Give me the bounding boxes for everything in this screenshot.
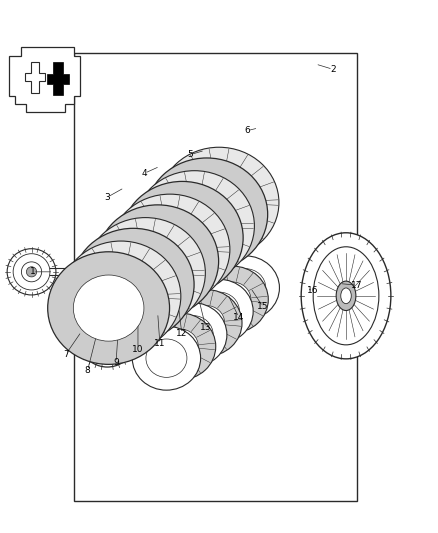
Ellipse shape [100, 310, 115, 330]
Text: 5: 5 [187, 150, 194, 159]
Ellipse shape [82, 260, 159, 333]
Ellipse shape [198, 292, 240, 330]
Ellipse shape [7, 249, 56, 295]
Text: 10: 10 [132, 345, 144, 353]
Text: 14: 14 [233, 313, 244, 321]
Text: 15: 15 [257, 302, 268, 311]
Ellipse shape [13, 254, 50, 290]
Ellipse shape [121, 181, 243, 294]
Ellipse shape [81, 284, 134, 356]
Text: 9: 9 [113, 358, 119, 367]
Ellipse shape [180, 166, 258, 239]
Text: 4: 4 [142, 169, 147, 177]
Ellipse shape [336, 281, 356, 311]
Ellipse shape [170, 289, 242, 357]
Ellipse shape [85, 217, 205, 328]
Ellipse shape [225, 269, 266, 307]
Ellipse shape [98, 252, 169, 318]
Ellipse shape [73, 275, 144, 341]
Ellipse shape [313, 247, 379, 345]
Text: 17: 17 [351, 281, 363, 289]
Ellipse shape [156, 190, 233, 262]
Ellipse shape [301, 233, 391, 359]
Ellipse shape [72, 326, 85, 337]
Text: 6: 6 [244, 126, 251, 135]
Ellipse shape [71, 272, 144, 367]
Text: 2: 2 [330, 65, 336, 74]
Ellipse shape [26, 266, 37, 277]
Ellipse shape [159, 147, 279, 258]
Text: 13: 13 [200, 324, 212, 332]
Polygon shape [47, 62, 69, 95]
Ellipse shape [68, 322, 90, 341]
Ellipse shape [341, 288, 351, 304]
Ellipse shape [107, 237, 184, 309]
Ellipse shape [172, 316, 213, 354]
Ellipse shape [211, 256, 279, 320]
Ellipse shape [21, 262, 42, 282]
Ellipse shape [187, 305, 225, 341]
Text: 7: 7 [63, 350, 69, 359]
Ellipse shape [146, 158, 268, 271]
Ellipse shape [61, 241, 181, 352]
Ellipse shape [72, 228, 194, 341]
Text: 1: 1 [30, 268, 36, 276]
Ellipse shape [134, 171, 254, 281]
Ellipse shape [104, 314, 111, 325]
Text: 12: 12 [176, 329, 187, 337]
Ellipse shape [97, 205, 219, 318]
Ellipse shape [196, 266, 268, 333]
Ellipse shape [143, 313, 216, 380]
Ellipse shape [48, 252, 170, 365]
Ellipse shape [161, 329, 198, 364]
Text: 11: 11 [154, 340, 166, 348]
Ellipse shape [146, 339, 187, 377]
Polygon shape [9, 47, 80, 112]
Ellipse shape [122, 228, 193, 294]
Ellipse shape [171, 181, 242, 247]
Bar [74, 53, 357, 501]
Ellipse shape [131, 213, 208, 286]
Text: 3: 3 [104, 193, 110, 201]
Text: 8: 8 [85, 366, 91, 375]
Ellipse shape [185, 279, 253, 343]
Ellipse shape [147, 205, 218, 271]
Text: 16: 16 [307, 286, 319, 295]
Ellipse shape [132, 326, 201, 390]
Ellipse shape [110, 194, 230, 305]
Ellipse shape [213, 282, 251, 317]
Ellipse shape [159, 303, 227, 367]
